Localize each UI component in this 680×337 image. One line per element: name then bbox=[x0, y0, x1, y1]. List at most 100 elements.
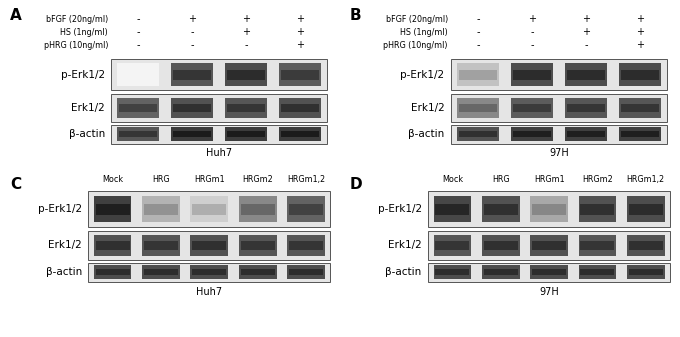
Text: HRG: HRG bbox=[492, 175, 509, 184]
Text: -: - bbox=[476, 14, 480, 25]
Text: -: - bbox=[530, 27, 534, 37]
Text: HRGm1,2: HRGm1,2 bbox=[627, 175, 665, 184]
Bar bbox=[94, 196, 131, 222]
Bar bbox=[482, 266, 520, 279]
Bar bbox=[225, 63, 267, 86]
Bar bbox=[117, 98, 159, 118]
Text: -: - bbox=[190, 40, 194, 50]
Text: B: B bbox=[350, 8, 362, 23]
Bar bbox=[171, 127, 214, 141]
Bar bbox=[171, 63, 214, 86]
Bar bbox=[482, 196, 520, 222]
Bar bbox=[483, 241, 517, 250]
Bar bbox=[142, 235, 180, 255]
Bar bbox=[112, 59, 327, 90]
Bar bbox=[192, 204, 226, 215]
Bar bbox=[457, 63, 499, 86]
Bar bbox=[120, 131, 157, 137]
Text: p-Erk1/2: p-Erk1/2 bbox=[401, 70, 445, 80]
Bar bbox=[483, 270, 517, 275]
Text: +: + bbox=[242, 27, 250, 37]
Bar bbox=[428, 191, 670, 227]
Bar bbox=[532, 270, 566, 275]
Text: 97H: 97H bbox=[549, 148, 568, 158]
Text: -: - bbox=[476, 27, 480, 37]
Bar bbox=[192, 270, 226, 275]
Text: +: + bbox=[528, 14, 536, 25]
Bar bbox=[227, 103, 265, 112]
Bar bbox=[96, 204, 130, 215]
Bar bbox=[287, 266, 325, 279]
Bar bbox=[287, 196, 325, 222]
Bar bbox=[530, 196, 568, 222]
Text: -: - bbox=[190, 27, 194, 37]
Text: Mock: Mock bbox=[102, 175, 123, 184]
Text: +: + bbox=[242, 14, 250, 25]
Bar bbox=[225, 127, 267, 141]
Text: HRGm2: HRGm2 bbox=[242, 175, 273, 184]
Bar bbox=[451, 125, 666, 144]
Bar bbox=[190, 266, 228, 279]
Text: C: C bbox=[10, 177, 21, 192]
Bar bbox=[144, 270, 178, 275]
Bar bbox=[581, 204, 615, 215]
Bar bbox=[629, 270, 663, 275]
Text: HRGm1: HRGm1 bbox=[534, 175, 564, 184]
Bar bbox=[289, 270, 323, 275]
Bar bbox=[567, 131, 605, 137]
Bar bbox=[94, 266, 131, 279]
Bar bbox=[144, 204, 178, 215]
Bar bbox=[239, 196, 277, 222]
Bar bbox=[483, 204, 517, 215]
Bar bbox=[627, 196, 664, 222]
Bar bbox=[565, 127, 607, 141]
Bar bbox=[435, 204, 469, 215]
Bar bbox=[142, 266, 180, 279]
Bar bbox=[451, 94, 666, 122]
Bar bbox=[239, 235, 277, 255]
Text: Erk1/2: Erk1/2 bbox=[388, 240, 422, 250]
Bar bbox=[530, 235, 568, 255]
Text: HRGm1: HRGm1 bbox=[194, 175, 224, 184]
Bar bbox=[513, 103, 551, 112]
Text: D: D bbox=[350, 177, 362, 192]
Bar bbox=[579, 196, 616, 222]
Bar bbox=[289, 241, 323, 250]
Bar bbox=[532, 204, 566, 215]
Text: p-Erk1/2: p-Erk1/2 bbox=[377, 204, 422, 214]
Bar bbox=[457, 127, 499, 141]
Bar bbox=[428, 231, 670, 259]
Bar bbox=[190, 235, 228, 255]
Bar bbox=[117, 127, 159, 141]
Bar bbox=[88, 191, 330, 227]
Bar bbox=[511, 127, 553, 141]
Bar bbox=[621, 103, 659, 112]
Text: β-actin: β-actin bbox=[408, 129, 445, 139]
Bar bbox=[627, 235, 664, 255]
Bar bbox=[459, 70, 497, 80]
Text: HRGm1,2: HRGm1,2 bbox=[287, 175, 325, 184]
Bar bbox=[581, 241, 615, 250]
Bar bbox=[142, 196, 180, 222]
Bar bbox=[112, 94, 327, 122]
Bar bbox=[619, 127, 661, 141]
Text: +: + bbox=[582, 27, 590, 37]
Bar bbox=[190, 196, 228, 222]
Bar bbox=[241, 204, 275, 215]
Bar bbox=[239, 266, 277, 279]
Text: bFGF (20ng/ml): bFGF (20ng/ml) bbox=[46, 15, 108, 24]
Text: β-actin: β-actin bbox=[69, 129, 105, 139]
Text: +: + bbox=[636, 40, 644, 50]
Text: -: - bbox=[530, 40, 534, 50]
Bar bbox=[225, 98, 267, 118]
Bar bbox=[567, 70, 605, 80]
Text: A: A bbox=[10, 8, 22, 23]
Bar bbox=[241, 241, 275, 250]
Text: +: + bbox=[636, 27, 644, 37]
Bar bbox=[96, 241, 130, 250]
Bar bbox=[457, 98, 499, 118]
Text: Mock: Mock bbox=[442, 175, 463, 184]
Bar bbox=[579, 235, 616, 255]
Bar bbox=[171, 98, 214, 118]
Bar bbox=[435, 241, 469, 250]
